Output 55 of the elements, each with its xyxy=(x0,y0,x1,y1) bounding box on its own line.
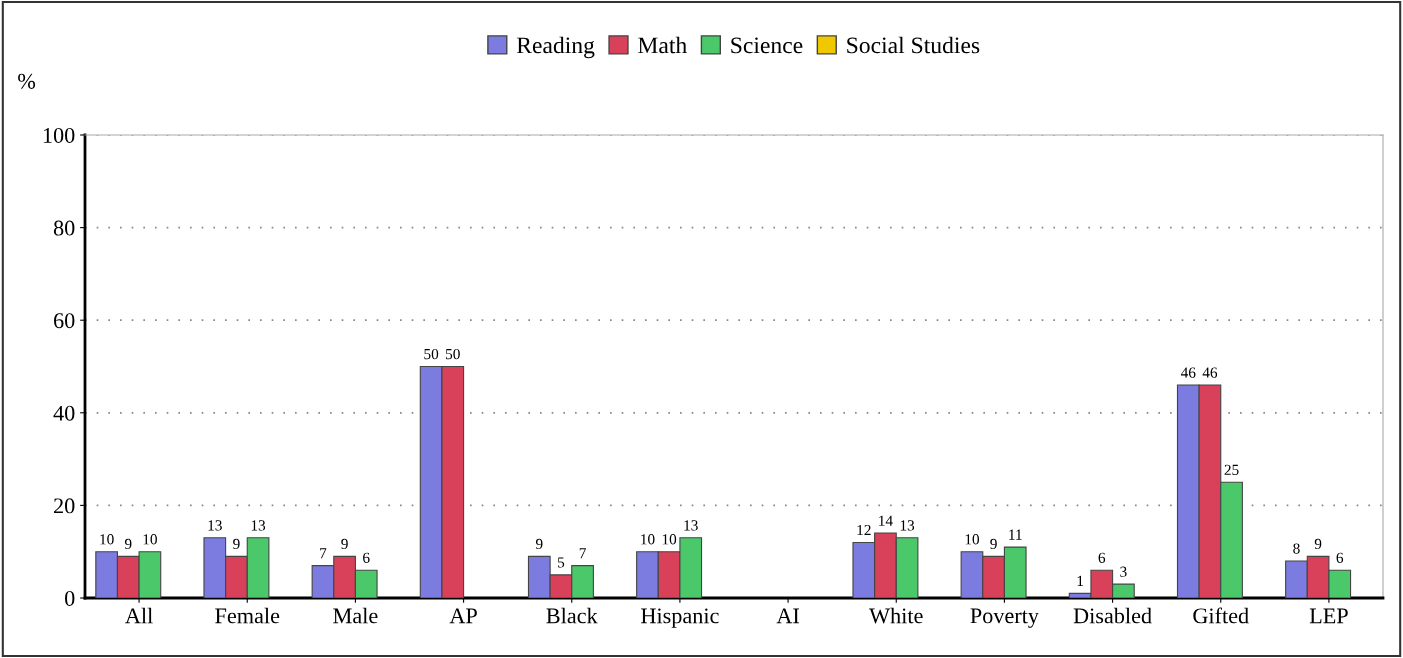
data-label: 13 xyxy=(900,520,915,531)
data-label: 46 xyxy=(1180,367,1196,378)
x-tick-label: White xyxy=(869,607,923,624)
data-label: 10 xyxy=(965,534,980,545)
data-label: 13 xyxy=(208,520,222,531)
y-tick-label: 0 xyxy=(65,590,75,606)
x-tick-label: All xyxy=(125,607,153,624)
data-label: 5 xyxy=(558,557,565,568)
legend-label: Social Studies xyxy=(847,36,980,54)
y-tick-label: 80 xyxy=(53,220,75,236)
y-tick-label: 20 xyxy=(54,498,75,514)
x-tick-label: AP xyxy=(449,608,477,624)
data-label: 9 xyxy=(1314,538,1322,550)
data-label: 10 xyxy=(662,534,677,545)
data-label: 3 xyxy=(1120,566,1127,577)
data-label: 7 xyxy=(579,548,586,559)
x-tick-label: Male xyxy=(333,607,378,624)
data-label: 9 xyxy=(233,538,240,550)
x-tick-label: Female xyxy=(215,607,280,624)
data-label: 6 xyxy=(1098,552,1106,563)
data-label: 10 xyxy=(143,534,157,545)
data-label: 9 xyxy=(535,538,543,550)
data-label: 9 xyxy=(341,538,348,550)
data-label: 6 xyxy=(363,552,370,563)
data-label: 13 xyxy=(684,520,698,531)
x-tick-label: Hispanic xyxy=(641,608,719,628)
x-tick-label: LEP xyxy=(1309,608,1348,624)
data-label: 50 xyxy=(424,348,439,360)
data-label: 12 xyxy=(857,524,871,536)
legend-label: Science xyxy=(731,37,803,54)
data-label: 8 xyxy=(1293,543,1300,554)
x-tick-label: Black xyxy=(546,607,598,624)
data-label: 9 xyxy=(990,538,997,550)
data-label: 10 xyxy=(641,534,655,545)
legend-label: Reading xyxy=(516,36,595,59)
x-tick-label: Gifted xyxy=(1193,607,1249,624)
y-tick-label: 100 xyxy=(43,127,75,143)
x-tick-label: Poverty xyxy=(970,608,1039,628)
data-label: 1 xyxy=(1077,575,1084,586)
data-label: 14 xyxy=(879,515,893,526)
legend-label: Math xyxy=(638,36,687,54)
y-tick-label: 40 xyxy=(53,405,75,421)
data-label: 11 xyxy=(1009,529,1022,540)
data-label: 7 xyxy=(320,548,327,559)
data-label: 50 xyxy=(446,348,460,360)
data-label: 9 xyxy=(124,538,132,550)
x-tick-label: AI xyxy=(776,608,800,624)
x-tick-label: Disabled xyxy=(1073,607,1152,624)
data-label: 46 xyxy=(1202,367,1218,378)
y-tick-label: 60 xyxy=(54,313,75,329)
y-axis-title: % xyxy=(18,73,36,89)
data-label: 13 xyxy=(251,520,266,531)
data-label: 10 xyxy=(100,534,114,545)
data-label: 6 xyxy=(1336,552,1344,563)
data-label: 25 xyxy=(1224,464,1239,475)
